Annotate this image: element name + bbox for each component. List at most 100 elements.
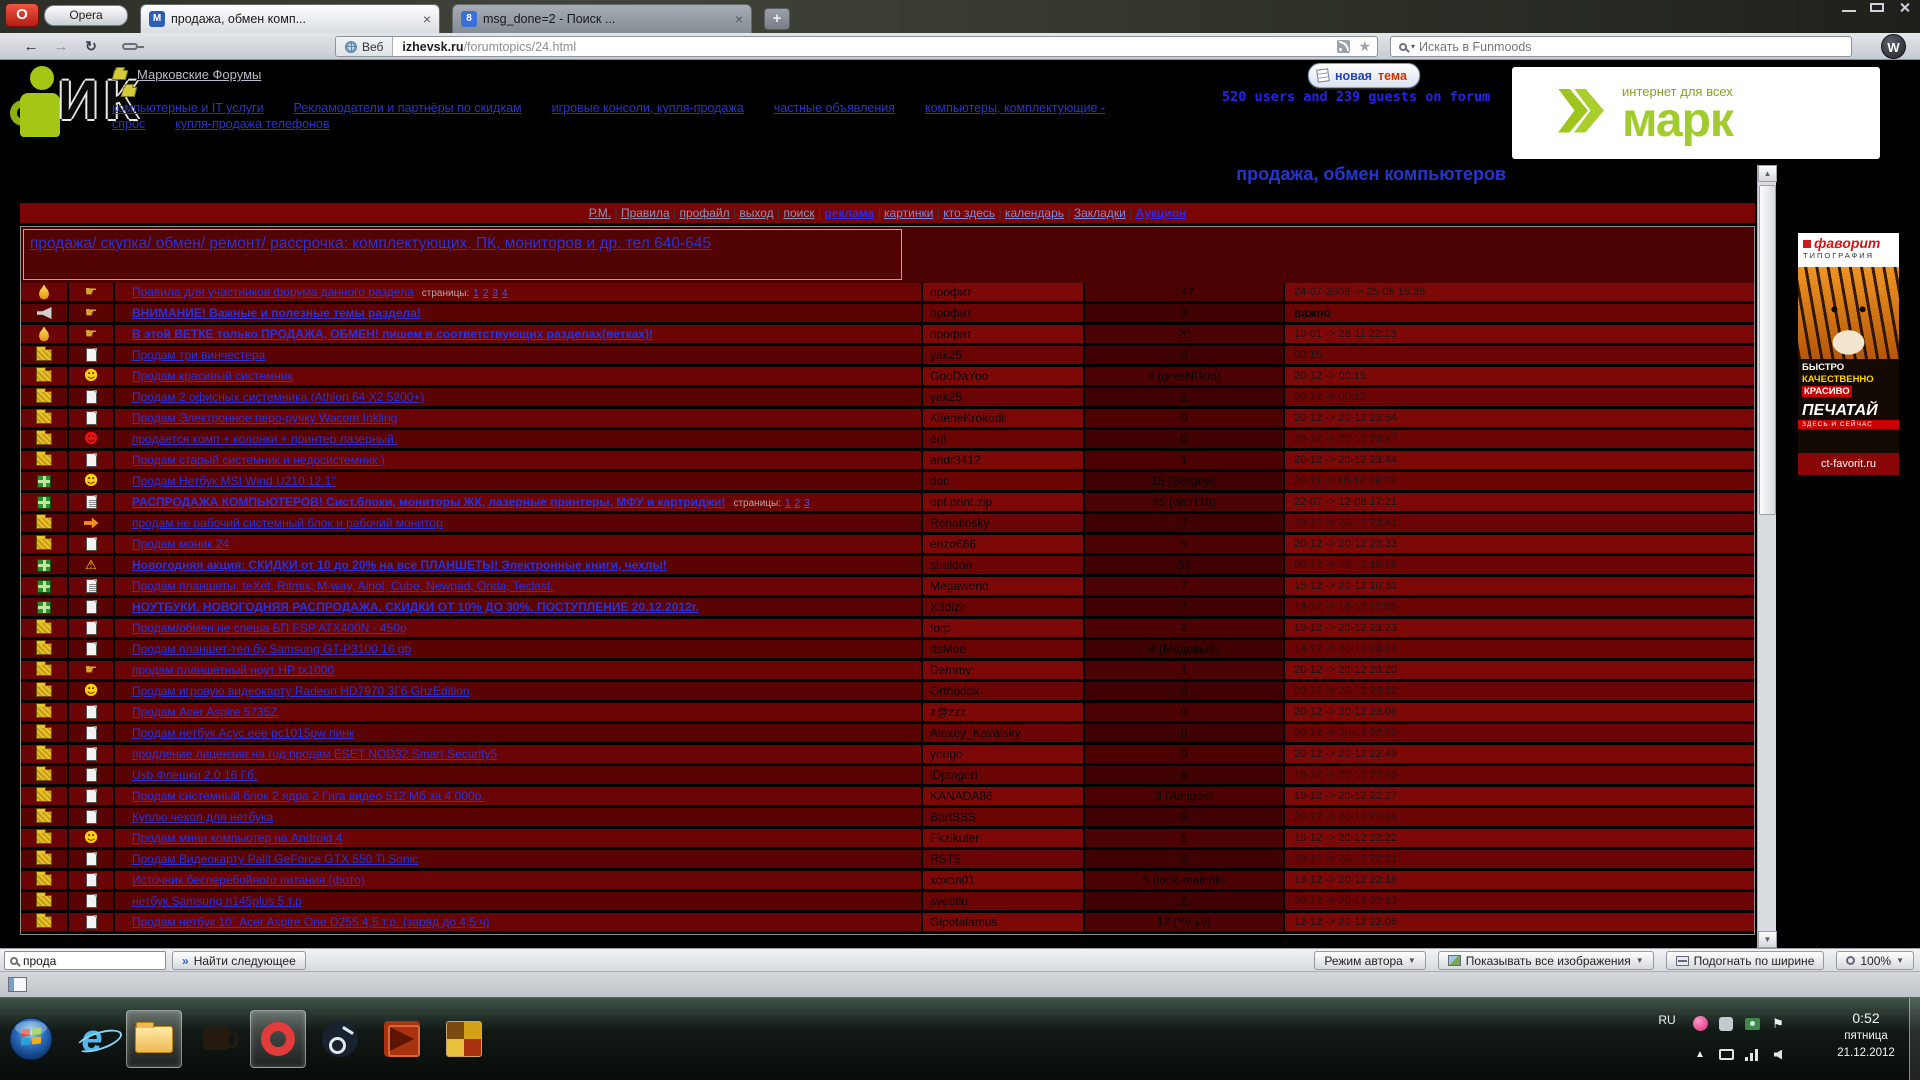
topic-link[interactable]: Продам Видеокарту Palit GeForce GTX 550 … bbox=[132, 852, 419, 866]
header-link[interactable]: игровые консоли, купля-продажа bbox=[551, 101, 744, 115]
topic-link[interactable]: Источник бесперебойного питания (фото) bbox=[132, 873, 365, 887]
fit-width-button[interactable]: Подогнать по ширине bbox=[1665, 951, 1825, 970]
topic-link[interactable]: нетбук Samsung n145plus 5 т.р bbox=[132, 894, 302, 908]
taskbar-steam-button[interactable] bbox=[312, 1010, 368, 1068]
page-number-link[interactable]: 2 bbox=[794, 498, 801, 509]
nav-item[interactable]: Закладки bbox=[1073, 206, 1126, 220]
page-scrollbar[interactable]: ▲ ▼ bbox=[1757, 165, 1777, 948]
volume-icon[interactable] bbox=[1774, 1049, 1782, 1060]
key-icon[interactable] bbox=[122, 42, 144, 50]
topic-link[interactable]: Продам планшет-тел бу Samsung GT-P3100 1… bbox=[132, 642, 412, 656]
topic-link[interactable]: Продам системный блок 2 ядра 2 Гига виде… bbox=[132, 789, 485, 803]
page-number-link[interactable]: 4 bbox=[501, 288, 508, 299]
topic-link[interactable]: РАСПРОДАЖА КОМПЬЮТЕРОВ! Сист.блоки, мони… bbox=[132, 495, 726, 509]
search-input[interactable] bbox=[1419, 39, 1843, 54]
nav-item[interactable]: картинки bbox=[884, 206, 934, 220]
taskbar-clock[interactable]: 0:52 пятница 21.12.2012 bbox=[1828, 1008, 1904, 1062]
topic-link[interactable]: Продам моник 24 bbox=[132, 537, 230, 551]
site-home-link[interactable]: Марковские Форумы bbox=[137, 67, 262, 82]
url-field[interactable]: Веб izhevsk.ru/forumtopics/24.html ★ bbox=[335, 36, 1378, 57]
taskbar-ie-button[interactable]: e bbox=[64, 1010, 120, 1068]
topic-link[interactable]: Продам игровую видеокарту Radeon HD7970 … bbox=[132, 684, 470, 698]
scroll-up-arrow[interactable]: ▲ bbox=[1758, 165, 1777, 182]
taskbar-opera-button[interactable] bbox=[250, 1010, 306, 1068]
close-button[interactable] bbox=[1898, 3, 1912, 12]
topic-link[interactable]: продам не рабочий системный блок и рабоч… bbox=[132, 516, 443, 530]
topic-link[interactable]: Продам Нетбук MSI Wind U210 12.1" bbox=[132, 474, 336, 488]
bookmark-star-icon[interactable]: ★ bbox=[1358, 38, 1371, 54]
find-next-button[interactable]: » Найти следующее bbox=[172, 951, 306, 970]
taskbar-dota-button[interactable] bbox=[374, 1010, 430, 1068]
find-field[interactable] bbox=[4, 951, 166, 970]
topic-link[interactable]: Продам нетбук Асус eee pc1015pw пинк bbox=[132, 726, 355, 740]
nav-item[interactable]: Правила bbox=[620, 206, 670, 220]
topic-link[interactable]: Продам 2 офисных системника (Athlon 64 X… bbox=[132, 390, 425, 404]
maximize-button[interactable] bbox=[1870, 3, 1884, 12]
topic-link[interactable]: продление лицензии на год продам ESET NO… bbox=[132, 747, 498, 761]
page-number-link[interactable]: 1 bbox=[473, 288, 479, 299]
rss-icon[interactable] bbox=[1337, 40, 1351, 53]
breadcrumb-link[interactable]: продажа/ скупка/ обмен/ ремонт/ рассрочк… bbox=[30, 235, 712, 252]
topic-link[interactable]: НОУТБУКИ. НОВОГОДНЯЯ РАСПРОДАЖА. СКИДКИ … bbox=[132, 600, 699, 614]
topic-link[interactable]: продам планшетный ноут HP tx1000 bbox=[132, 663, 335, 677]
display-icon[interactable] bbox=[1718, 1049, 1734, 1060]
tab-close-icon[interactable]: × bbox=[734, 11, 743, 27]
panels-toggle-icon[interactable] bbox=[8, 977, 27, 992]
reload-button[interactable]: ↻ bbox=[85, 37, 97, 54]
header-link[interactable]: компьютеры, комплектующие - спрос bbox=[112, 101, 1106, 131]
opera-logo-icon[interactable]: O bbox=[5, 3, 39, 27]
extension-icon[interactable]: W bbox=[1881, 34, 1906, 59]
nav-item[interactable]: Р.М. bbox=[588, 206, 612, 220]
topic-link[interactable]: Продам Acer Aspire 5735Z bbox=[132, 705, 278, 719]
page-number-link[interactable]: 3 bbox=[804, 498, 810, 509]
nav-item[interactable]: выход bbox=[739, 206, 774, 220]
tab-close-icon[interactable]: × bbox=[422, 11, 431, 27]
topic-link[interactable]: Продам/обмен не спеша БП FSP ATX400N - 4… bbox=[132, 621, 407, 635]
nav-item[interactable]: календарь bbox=[1004, 206, 1065, 220]
back-button[interactable]: ← bbox=[23, 37, 39, 55]
ad-site-link[interactable]: ct-favorit.ru bbox=[1798, 453, 1899, 475]
topic-link[interactable]: Новогодняя акция: СКИДКИ от 10 до 20% на… bbox=[132, 558, 667, 572]
topic-link[interactable]: Usb Флешки 2.0 16 Гб. bbox=[132, 768, 258, 782]
nav-item[interactable]: поиск bbox=[783, 206, 815, 220]
topic-link[interactable]: Продам мини компьютер на Android 4 bbox=[132, 831, 343, 845]
chevron-down-icon[interactable]: ▾ bbox=[1411, 42, 1416, 51]
network-icon[interactable] bbox=[1745, 1048, 1759, 1061]
topic-link[interactable]: Правила для участников форума данного ра… bbox=[132, 285, 414, 299]
page-number-link[interactable]: 1 bbox=[784, 498, 791, 509]
opera-menu-button[interactable]: Opera bbox=[44, 5, 128, 26]
zoom-button[interactable]: 100% ▼ bbox=[1836, 951, 1914, 970]
topic-link[interactable]: Продам планшеты. teXet, Ritmix, M-way, A… bbox=[132, 579, 554, 593]
forward-button[interactable]: → bbox=[53, 37, 69, 55]
sidebar-ad[interactable]: фаворит ТИПОГРАФИЯ БЫСТРО КАЧЕСТВЕННО КР… bbox=[1798, 233, 1899, 475]
topic-link[interactable]: Продам нетбук 10` Acer Aspire One D255 4… bbox=[132, 915, 490, 929]
language-indicator[interactable]: RU bbox=[1658, 1013, 1676, 1027]
topic-link[interactable]: Продам Электронное перо-ручку Wacom Inkl… bbox=[132, 411, 398, 425]
topic-link[interactable]: Продам три винчестера bbox=[132, 348, 266, 362]
topic-link[interactable]: В этой ВЕТКЕ только ПРОДАЖА, ОБМЕН! пише… bbox=[132, 327, 653, 341]
tray-camera-icon[interactable] bbox=[1744, 1017, 1760, 1030]
tab-forum[interactable]: М продажа, обмен комп... × bbox=[140, 4, 440, 33]
url-text[interactable]: izhevsk.ru/forumtopics/24.html bbox=[402, 40, 1337, 54]
find-input[interactable] bbox=[23, 953, 160, 968]
taskbar-coffee-app-button[interactable] bbox=[188, 1010, 244, 1068]
show-images-button[interactable]: Показывать все изображения ▼ bbox=[1437, 951, 1654, 970]
author-mode-button[interactable]: Режим автора ▼ bbox=[1314, 951, 1426, 970]
scrollbar-thumb[interactable] bbox=[1759, 185, 1776, 515]
topic-link[interactable]: ВНИМАНИЕ! Важные и полезные темы раздела… bbox=[132, 306, 421, 320]
tray-pink-icon[interactable] bbox=[1692, 1016, 1708, 1031]
topic-link[interactable]: Продам красивый системник bbox=[132, 369, 293, 383]
page-number-link[interactable]: 3 bbox=[492, 288, 498, 299]
show-desktop-button[interactable] bbox=[1909, 998, 1920, 1080]
taskbar-game-button[interactable] bbox=[436, 1010, 492, 1068]
new-tab-button[interactable]: + bbox=[764, 8, 790, 30]
start-button[interactable] bbox=[8, 1016, 54, 1062]
header-link[interactable]: Рекламодатели и партнёры по скидкам bbox=[293, 101, 522, 115]
nav-item[interactable]: реклама bbox=[824, 206, 875, 220]
page-number-link[interactable]: 2 bbox=[482, 288, 489, 299]
header-link[interactable]: компьютерные и IT услуги bbox=[112, 101, 264, 115]
minimize-button[interactable] bbox=[1842, 3, 1856, 12]
nav-item[interactable]: Аукцион bbox=[1135, 206, 1187, 220]
topic-link[interactable]: продается комп + колонки + принтер лазер… bbox=[132, 432, 398, 446]
search-field[interactable]: ▾ bbox=[1390, 36, 1852, 57]
